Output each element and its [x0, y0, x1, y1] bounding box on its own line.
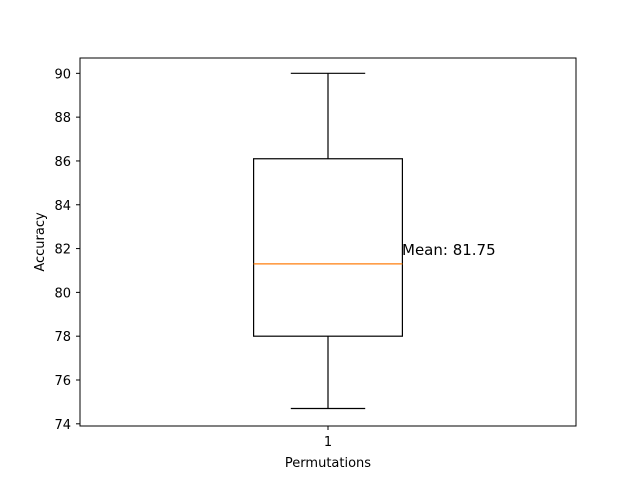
box-iqr — [253, 158, 404, 337]
x-tick-label: 1 — [324, 435, 332, 450]
y-axis-label: Accuracy — [33, 212, 48, 272]
y-tick-label: 84 — [54, 199, 71, 214]
y-tick-label: 76 — [54, 374, 71, 389]
y-tick-label: 90 — [54, 67, 71, 82]
y-tick-label: 74 — [54, 418, 71, 433]
plot-frame — [79, 57, 577, 427]
y-axis-ticks: 74 76 78 80 82 84 86 88 90 — [54, 67, 80, 433]
y-tick-label: 86 — [54, 155, 71, 170]
y-tick-label: 88 — [54, 111, 71, 126]
y-tick-label: 82 — [54, 243, 71, 258]
y-tick-label: 78 — [54, 330, 71, 345]
y-tick-label: 80 — [54, 286, 71, 301]
x-axis-ticks: 1 — [324, 426, 332, 450]
box-group — [253, 72, 404, 410]
x-axis-label: Permutations — [285, 456, 371, 471]
mean-annotation: Mean: 81.75 — [402, 241, 496, 259]
